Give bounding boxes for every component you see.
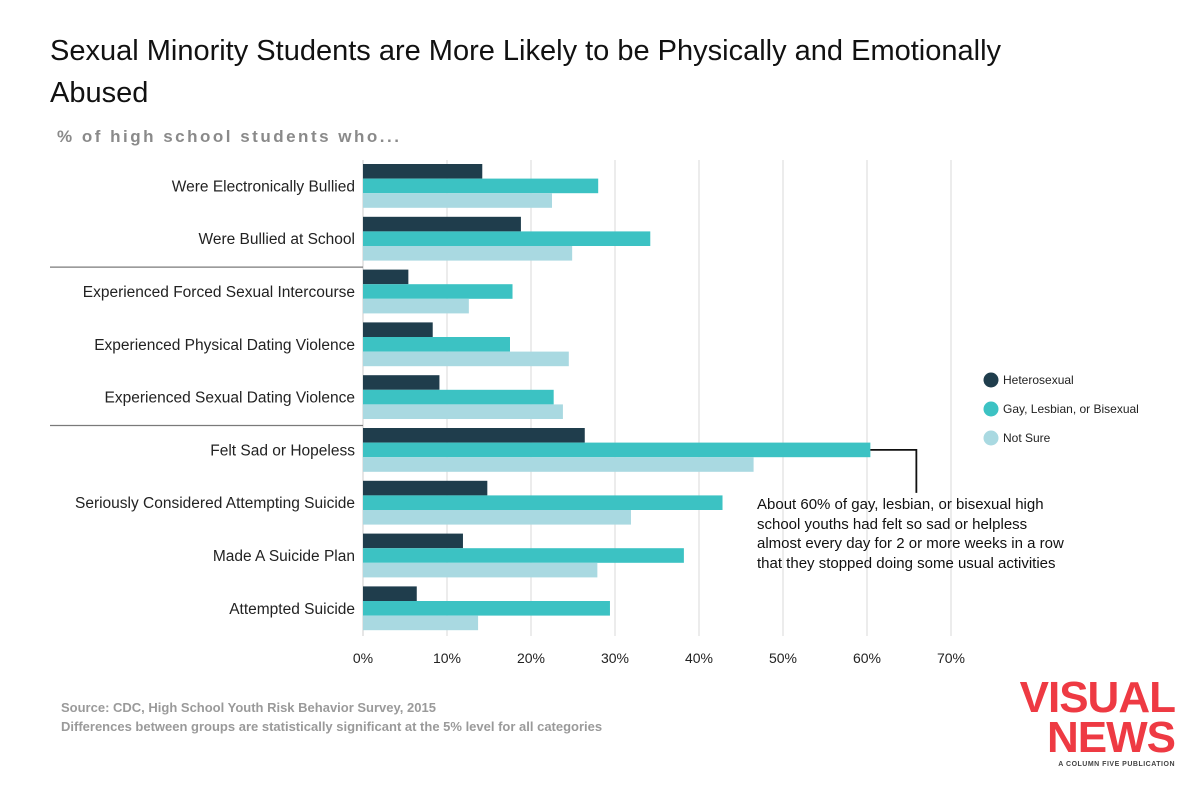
x-tick-label: 10% xyxy=(433,650,461,666)
bar-experienced-forced-sexual-intercourse-gay-lesbian-or-bisexual xyxy=(363,284,513,299)
bar-were-bullied-at-school-gay-lesbian-or-bisexual xyxy=(363,231,651,246)
category-label: Experienced Physical Dating Violence xyxy=(94,337,355,354)
legend-swatch-not-sure xyxy=(983,430,999,446)
bar-seriously-considered-attempting-suicide-gay-lesbian-or-bisexual xyxy=(363,495,723,510)
annotation-leader-line xyxy=(870,448,918,493)
x-tick-label: 60% xyxy=(853,650,881,666)
bar-felt-sad-or-hopeless-not-sure xyxy=(363,457,754,472)
source-note: Source: CDC, High School Youth Risk Beha… xyxy=(61,700,436,715)
bar-were-electronically-bullied-heterosexual xyxy=(363,164,483,179)
legend-label-not-sure: Not Sure xyxy=(1003,431,1051,445)
bar-made-a-suicide-plan-not-sure xyxy=(363,562,598,578)
bar-were-electronically-bullied-gay-lesbian-or-bisexual xyxy=(363,178,599,194)
chart-subtitle: % of high school students who... xyxy=(57,127,402,146)
category-label: Felt Sad or Hopeless xyxy=(210,442,355,459)
bar-experienced-forced-sexual-intercourse-not-sure xyxy=(363,298,469,314)
bar-were-bullied-at-school-heterosexual xyxy=(363,216,521,232)
bar-felt-sad-or-hopeless-gay-lesbian-or-bisexual xyxy=(363,442,871,458)
category-label: Experienced Sexual Dating Violence xyxy=(105,390,355,407)
x-tick-label: 50% xyxy=(769,650,797,666)
bars xyxy=(363,164,871,631)
bar-experienced-physical-dating-violence-gay-lesbian-or-bisexual xyxy=(363,337,510,352)
bar-attempted-suicide-heterosexual xyxy=(363,586,417,601)
annotation-callout xyxy=(870,448,918,493)
bar-attempted-suicide-gay-lesbian-or-bisexual xyxy=(363,601,610,616)
significance-note: Differences between groups are statistic… xyxy=(61,719,603,734)
x-tick-label: 40% xyxy=(685,650,713,666)
category-label: Seriously Considered Attempting Suicide xyxy=(75,495,355,512)
bar-experienced-sexual-dating-violence-heterosexual xyxy=(363,375,440,390)
bar-seriously-considered-attempting-suicide-not-sure xyxy=(363,510,631,525)
category-label: Experienced Forced Sexual Intercourse xyxy=(83,284,355,301)
bar-experienced-physical-dating-violence-heterosexual xyxy=(363,322,433,337)
bar-experienced-sexual-dating-violence-not-sure xyxy=(363,404,563,419)
bar-felt-sad-or-hopeless-heterosexual xyxy=(363,428,585,443)
logo-word-visual: VISUAL xyxy=(1019,673,1176,722)
category-label: Made A Suicide Plan xyxy=(213,548,355,565)
group-separators xyxy=(50,266,363,427)
legend: Heterosexual Gay, Lesbian, or Bisexual Not… xyxy=(983,372,1139,446)
category-label: Were Bullied at School xyxy=(198,231,355,248)
visual-news-logo: VISUAL NEWS A COLUMN FIVE PUBLICATION xyxy=(1005,673,1176,769)
category-labels: Were Electronically Bullied Were Bullied … xyxy=(75,178,355,617)
category-label: Attempted Suicide xyxy=(229,601,355,618)
logo-word-news: NEWS xyxy=(1047,713,1176,762)
x-tick-label: 70% xyxy=(937,650,965,666)
bar-experienced-sexual-dating-violence-gay-lesbian-or-bisexual xyxy=(363,389,554,405)
chart-title: Sexual Minority Students are More Likely… xyxy=(50,35,1002,109)
x-tick-label: 20% xyxy=(517,650,545,666)
footer: Source: CDC, High School Youth Risk Beha… xyxy=(61,698,602,736)
bar-seriously-considered-attempting-suicide-heterosexual xyxy=(363,480,488,496)
category-label: Were Electronically Bullied xyxy=(172,178,355,195)
bar-attempted-suicide-not-sure xyxy=(363,615,479,631)
bar-experienced-forced-sexual-intercourse-heterosexual xyxy=(363,269,409,285)
legend-label-heterosexual: Heterosexual xyxy=(1003,373,1074,387)
legend-swatch-heterosexual xyxy=(983,372,999,388)
bar-experienced-physical-dating-violence-not-sure xyxy=(363,351,569,367)
annotation-text: About 60% of gay, lesbian, or bisexual h… xyxy=(757,496,1064,572)
x-tick-label: 0% xyxy=(353,650,373,666)
legend-swatch-gay-lesbian-or-bisexual xyxy=(983,401,999,417)
x-axis-tick-labels: 0% 10% 20% 30% 40% 50% 60% 70% xyxy=(353,650,965,666)
x-tick-label: 30% xyxy=(601,650,629,666)
bar-made-a-suicide-plan-gay-lesbian-or-bisexual xyxy=(363,548,684,563)
logo-tagline: A COLUMN FIVE PUBLICATION xyxy=(1058,761,1175,768)
bar-made-a-suicide-plan-heterosexual xyxy=(363,533,463,549)
legend-label-gay-lesbian-or-bisexual: Gay, Lesbian, or Bisexual xyxy=(1003,402,1139,416)
bar-were-bullied-at-school-not-sure xyxy=(363,246,573,261)
bar-were-electronically-bullied-not-sure xyxy=(363,193,552,208)
